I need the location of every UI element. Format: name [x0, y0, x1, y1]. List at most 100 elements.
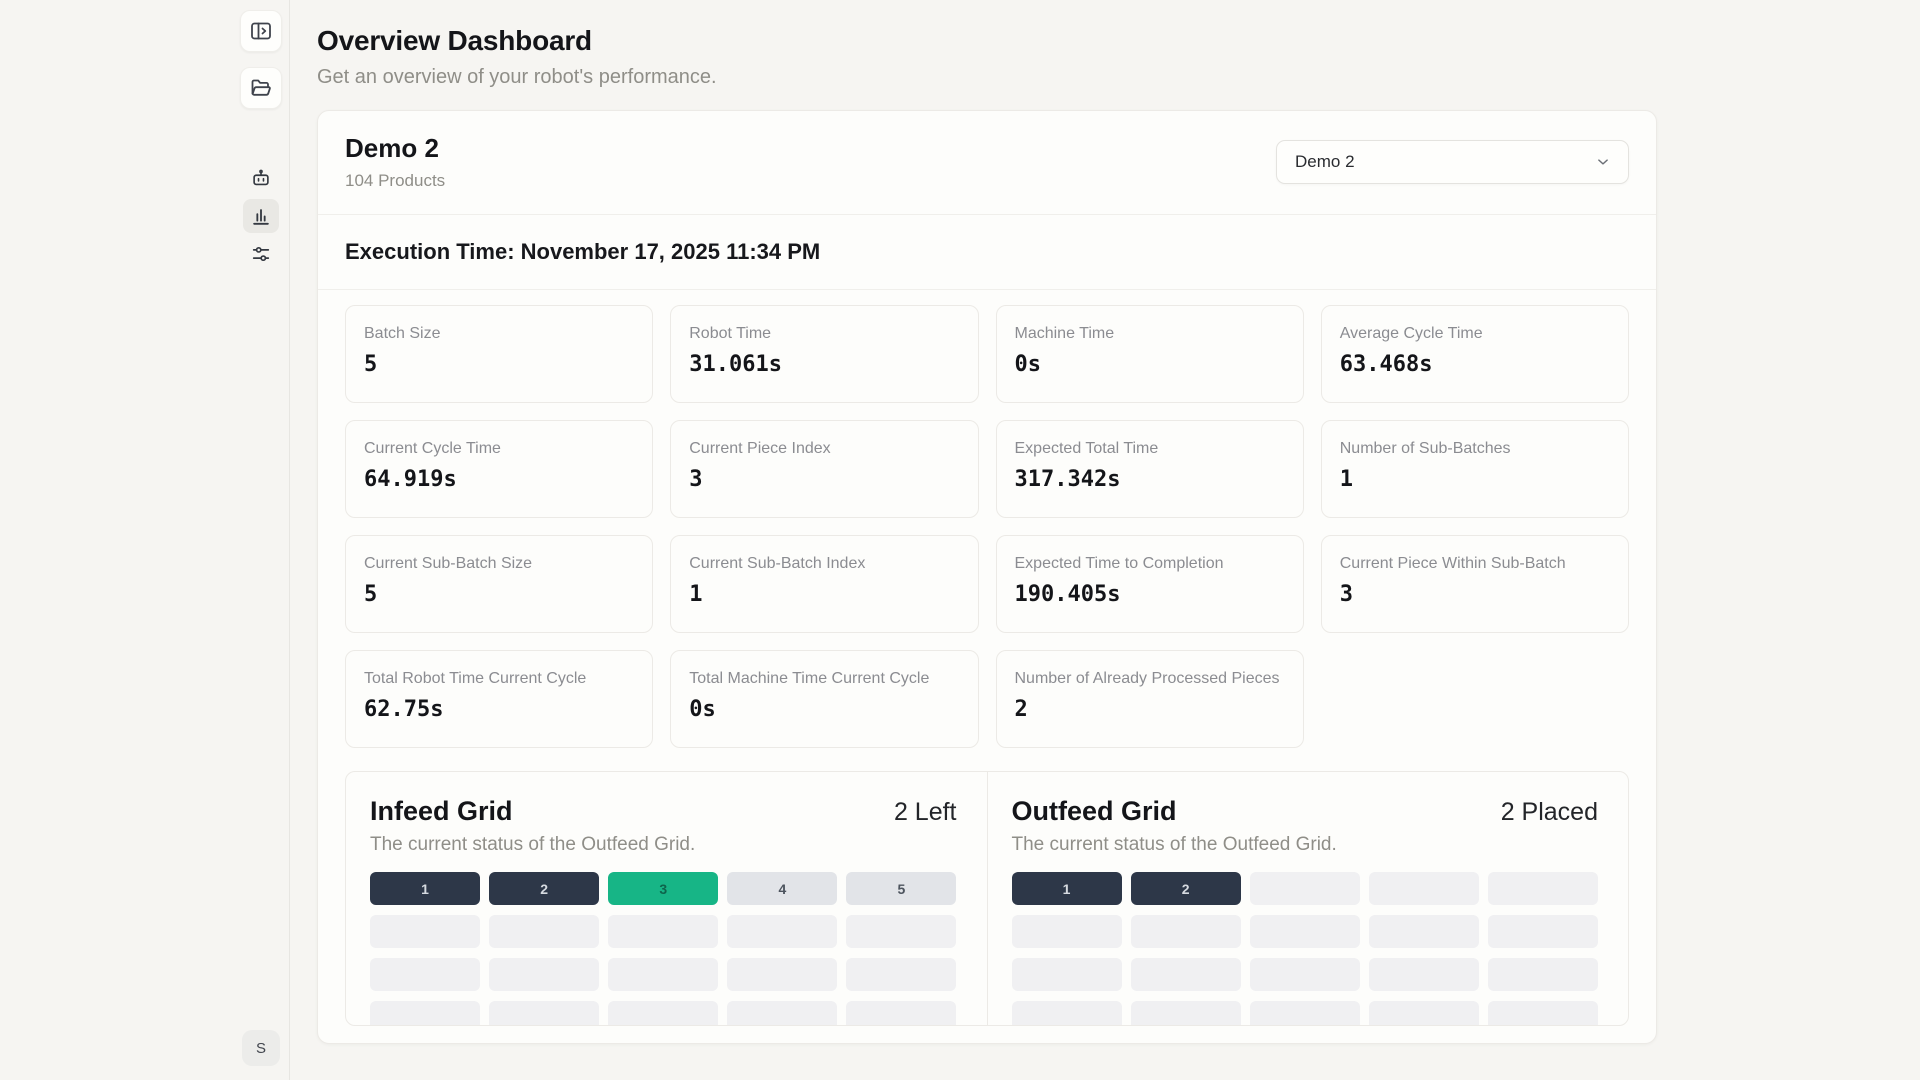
infeed-counter: 2 Left: [893, 798, 957, 826]
stat-label: Machine Time: [1014, 325, 1115, 342]
grid-cell: [608, 1001, 719, 1025]
stat-card: Robot Time 31.061s: [670, 305, 979, 403]
outfeed-grid-title: Outfeed Grid: [1011, 796, 1177, 826]
grid-cell: [370, 915, 481, 948]
infeed-subtitle: The current status of the Outfeed Grid.: [370, 834, 696, 855]
grid-cell: [1130, 958, 1241, 991]
grid-cell: [1487, 872, 1598, 905]
stat-label: Expected Time to Completion: [1014, 555, 1224, 572]
stat-card: Batch Size 5: [345, 305, 654, 403]
stat-value: 2: [1014, 697, 1028, 722]
stat-card: Average Cycle Time 63.468s: [1320, 305, 1629, 403]
stat-value: 3: [689, 467, 703, 492]
stat-value: 190.405s: [1014, 582, 1121, 607]
sidebar-item-robot[interactable]: [243, 161, 279, 195]
grid-cell: [1249, 915, 1360, 948]
grid-cell: [1130, 915, 1241, 948]
stat-label: Batch Size: [364, 325, 441, 342]
stat-value: 31.061s: [689, 352, 782, 377]
products-count: 104 Products: [345, 171, 446, 190]
stat-card: Current Sub-Batch Index 1: [670, 535, 979, 633]
stat-value: 1: [689, 582, 703, 607]
sidebar: S: [0, 0, 290, 1080]
stat-label: Current Piece Index: [689, 440, 831, 457]
stat-label: Current Sub-Batch Index: [689, 555, 866, 572]
card-header: Demo 2 104 Products Demo 2: [318, 111, 1656, 214]
projects-folder-button[interactable]: [240, 67, 282, 109]
folder-open-icon: [249, 76, 273, 100]
stat-label: Total Robot Time Current Cycle: [364, 670, 587, 687]
stat-card: Current Piece Within Sub-Batch 3: [1320, 535, 1629, 633]
grid-cell: [1130, 1001, 1241, 1025]
stat-value: 317.342s: [1014, 467, 1121, 492]
stat-card: Machine Time 0s: [995, 305, 1304, 403]
stat-label: Current Sub-Batch Size: [364, 555, 533, 572]
grid-cell: [1368, 872, 1479, 905]
grid-cell: [1368, 1001, 1479, 1025]
stat-card: Expected Time to Completion 190.405s: [995, 535, 1304, 633]
grid-cell: [1011, 958, 1122, 991]
stat-card: Total Machine Time Current Cycle 0s: [670, 650, 979, 748]
sidebar-nav: [243, 161, 279, 275]
dashboard-card: Demo 2 104 Products Demo 2 Execution Tim…: [317, 110, 1657, 1044]
outfeed-counter: 2 Placed: [1500, 798, 1598, 826]
grid-cell: [846, 915, 957, 948]
stat-label: Robot Time: [689, 325, 772, 342]
stat-label: Number of Already Processed Pieces: [1014, 670, 1280, 687]
stat-card: Current Piece Index 3: [670, 420, 979, 518]
grid-cell: [608, 958, 719, 991]
recipe-selector-value: Demo 2: [1295, 152, 1355, 171]
grid-cell: [489, 1001, 600, 1025]
page-title: Overview Dashboard: [317, 25, 592, 56]
sidebar-item-settings[interactable]: [243, 237, 279, 271]
grid-cell: [608, 915, 719, 948]
execution-time: Execution Time: November 17, 2025 11:34 …: [345, 239, 821, 264]
page-subtitle: Get an overview of your robot's performa…: [317, 66, 717, 88]
stats-grid: Batch Size 5 Robot Time 31.061s Machine …: [318, 290, 1656, 748]
sidebar-item-dashboard[interactable]: [243, 199, 279, 233]
infeed-grid-title: Infeed Grid: [370, 796, 513, 826]
user-avatar[interactable]: S: [242, 1030, 280, 1066]
grid-cell: [846, 1001, 957, 1025]
grid-cell: 5: [846, 872, 957, 905]
grid-cell: [727, 1001, 838, 1025]
sliders-icon: [250, 243, 272, 265]
grid-cell: [727, 958, 838, 991]
grid-cell: [1249, 872, 1360, 905]
stat-card: Current Cycle Time 64.919s: [345, 420, 654, 518]
infeed-grid-section: Infeed Grid 2 Left The current status of…: [346, 772, 987, 1025]
stat-card: Current Sub-Batch Size 5: [345, 535, 654, 633]
panel-right-icon: [249, 19, 273, 43]
stat-label: Average Cycle Time: [1339, 325, 1483, 342]
stat-card: Expected Total Time 317.342s: [995, 420, 1304, 518]
grid-cell: [1368, 915, 1479, 948]
grid-cell: 2: [1130, 872, 1241, 905]
stat-card: Number of Sub-Batches 1: [1320, 420, 1629, 518]
stat-value: 0s: [689, 697, 716, 722]
page-header: Overview Dashboard Get an overview of yo…: [290, 0, 1920, 89]
grid-cell: [489, 915, 600, 948]
grid-cell: 2: [489, 872, 600, 905]
recipe-selector[interactable]: Demo 2: [1276, 140, 1629, 184]
grid-cell: [846, 958, 957, 991]
grid-cell: [727, 915, 838, 948]
stat-value: 5: [364, 352, 378, 377]
stat-label: Total Machine Time Current Cycle: [689, 670, 930, 687]
divider: [318, 214, 1656, 215]
stat-value: 63.468s: [1339, 352, 1433, 377]
stat-label: Expected Total Time: [1014, 440, 1159, 457]
grid-cell: [370, 958, 481, 991]
grid-cell: [1487, 958, 1598, 991]
robot-icon: [250, 167, 272, 189]
recipe-title: Demo 2: [345, 133, 439, 163]
grid-cell: 1: [370, 872, 481, 905]
grid-cell: [1249, 1001, 1360, 1025]
panel-toggle-button[interactable]: [240, 10, 282, 52]
stat-value: 5: [364, 582, 378, 607]
stat-value: 64.919s: [364, 467, 457, 492]
grid-cell: [370, 1001, 481, 1025]
sidebar-rail: S: [234, 0, 288, 1080]
grid-cell: [1011, 915, 1122, 948]
divider: [318, 289, 1656, 290]
